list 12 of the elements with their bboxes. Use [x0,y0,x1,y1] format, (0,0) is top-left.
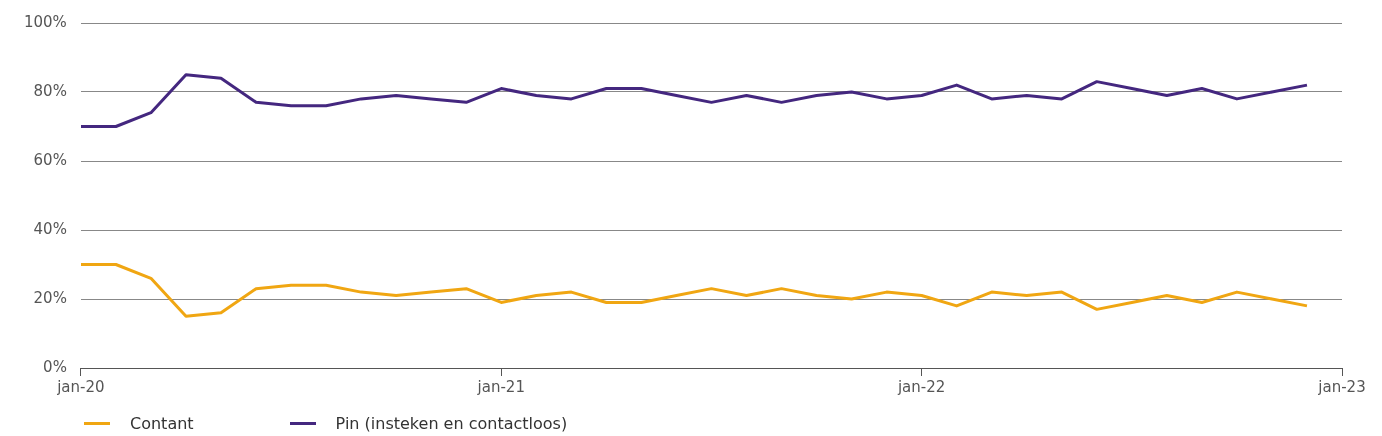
x-tick-label: jan-23 [1317,377,1366,396]
legend-label: Contant [130,414,194,433]
y-tick-label: 80% [33,81,67,100]
y-tick-label: 100% [23,12,67,31]
y-tick-label: 60% [33,150,67,169]
x-tick-label: jan-20 [56,377,105,396]
y-tick-label: 0% [43,357,67,376]
y-tick-label: 20% [33,288,67,307]
y-tick-label: 40% [33,219,67,238]
x-tick-label: jan-22 [896,377,946,396]
x-tick-label: jan-21 [476,377,525,396]
legend-label: Pin (insteken en contactloos) [335,414,568,433]
